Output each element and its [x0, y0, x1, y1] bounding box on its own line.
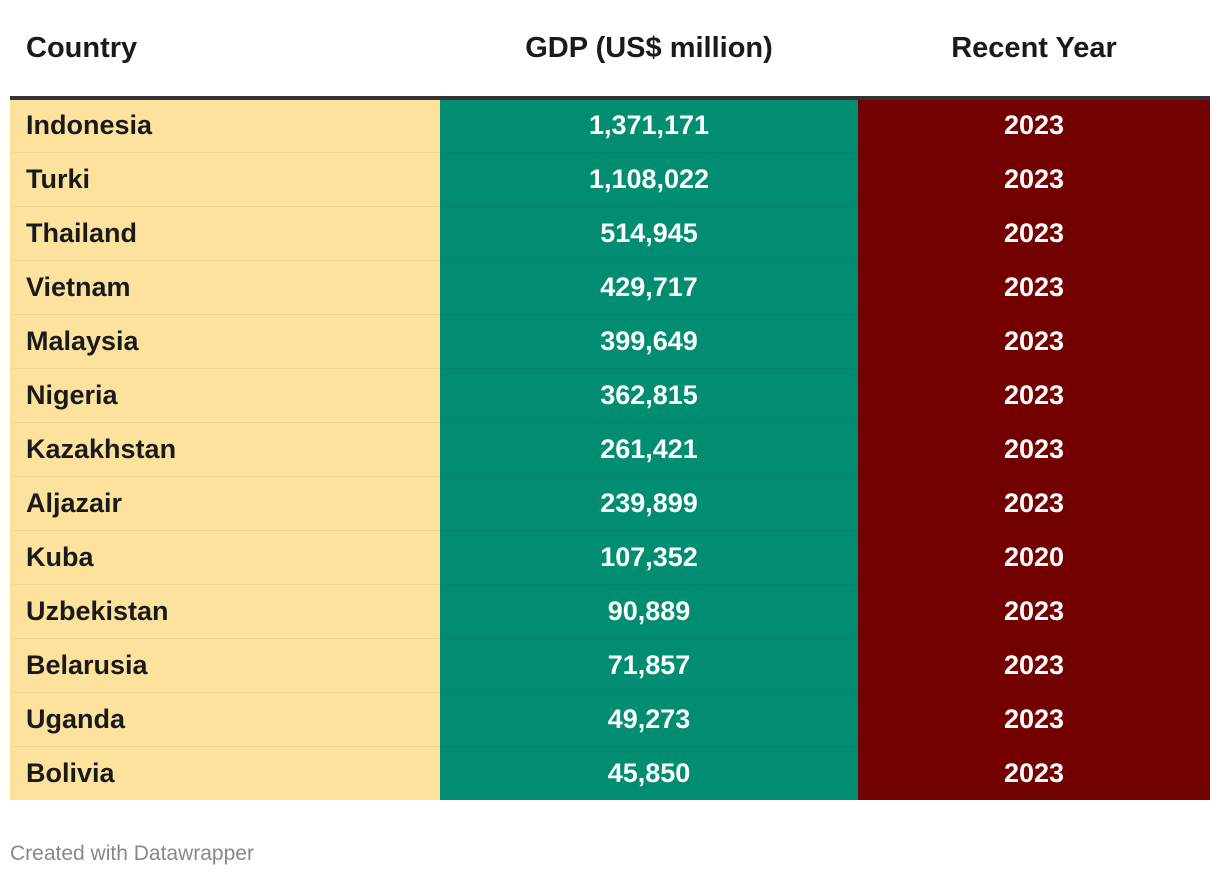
table-row: Uganda 49,273 2023: [10, 692, 1210, 747]
country-cell: Uganda: [10, 692, 440, 747]
year-cell: 2023: [858, 314, 1210, 369]
gdp-cell: 45,850: [440, 746, 858, 800]
table-row: Malaysia 399,649 2023: [10, 314, 1210, 369]
year-cell: 2023: [858, 692, 1210, 747]
gdp-cell: 1,108,022: [440, 152, 858, 207]
table-row: Belarusia 71,857 2023: [10, 638, 1210, 693]
table-row: Uzbekistan 90,889 2023: [10, 584, 1210, 639]
column-header-country: Country: [10, 0, 440, 100]
year-cell: 2023: [858, 206, 1210, 261]
country-cell: Aljazair: [10, 476, 440, 531]
year-cell: 2023: [858, 368, 1210, 423]
table-row: Kazakhstan 261,421 2023: [10, 422, 1210, 477]
year-cell: 2023: [858, 98, 1210, 153]
table-row: Thailand 514,945 2023: [10, 206, 1210, 261]
country-cell: Malaysia: [10, 314, 440, 369]
year-cell: 2020: [858, 530, 1210, 585]
country-cell: Kuba: [10, 530, 440, 585]
gdp-cell: 71,857: [440, 638, 858, 693]
table-header: Country GDP (US$ million) Recent Year: [10, 0, 1210, 100]
year-cell: 2023: [858, 422, 1210, 477]
table-row: Kuba 107,352 2020: [10, 530, 1210, 585]
country-cell: Nigeria: [10, 368, 440, 423]
year-cell: 2023: [858, 476, 1210, 531]
country-cell: Belarusia: [10, 638, 440, 693]
gdp-cell: 261,421: [440, 422, 858, 477]
table-row: Turki 1,108,022 2023: [10, 152, 1210, 207]
gdp-cell: 429,717: [440, 260, 858, 315]
country-cell: Uzbekistan: [10, 584, 440, 639]
column-header-gdp: GDP (US$ million): [440, 0, 858, 100]
year-cell: 2023: [858, 584, 1210, 639]
gdp-cell: 49,273: [440, 692, 858, 747]
year-cell: 2023: [858, 152, 1210, 207]
country-cell: Thailand: [10, 206, 440, 261]
table-row: Nigeria 362,815 2023: [10, 368, 1210, 423]
gdp-cell: 1,371,171: [440, 98, 858, 153]
header-row: Country GDP (US$ million) Recent Year: [10, 0, 1210, 100]
data-table-container: Country GDP (US$ million) Recent Year In…: [10, 0, 1210, 800]
gdp-cell: 239,899: [440, 476, 858, 531]
country-cell: Vietnam: [10, 260, 440, 315]
datawrapper-credit: Created with Datawrapper: [10, 842, 254, 865]
country-cell: Bolivia: [10, 746, 440, 800]
gdp-cell: 107,352: [440, 530, 858, 585]
country-cell: Turki: [10, 152, 440, 207]
gdp-table: Country GDP (US$ million) Recent Year In…: [10, 0, 1210, 800]
gdp-cell: 90,889: [440, 584, 858, 639]
table-row: Aljazair 239,899 2023: [10, 476, 1210, 531]
country-cell: Kazakhstan: [10, 422, 440, 477]
year-cell: 2023: [858, 638, 1210, 693]
table-row: Bolivia 45,850 2023: [10, 746, 1210, 800]
gdp-cell: 362,815: [440, 368, 858, 423]
table-body: Indonesia 1,371,171 2023 Turki 1,108,022 2023…: [10, 98, 1210, 800]
column-header-year: Recent Year: [858, 0, 1210, 100]
year-cell: 2023: [858, 260, 1210, 315]
year-cell: 2023: [858, 746, 1210, 800]
gdp-cell: 514,945: [440, 206, 858, 261]
table-row: Vietnam 429,717 2023: [10, 260, 1210, 315]
country-cell: Indonesia: [10, 98, 440, 153]
gdp-cell: 399,649: [440, 314, 858, 369]
table-row: Indonesia 1,371,171 2023: [10, 98, 1210, 153]
